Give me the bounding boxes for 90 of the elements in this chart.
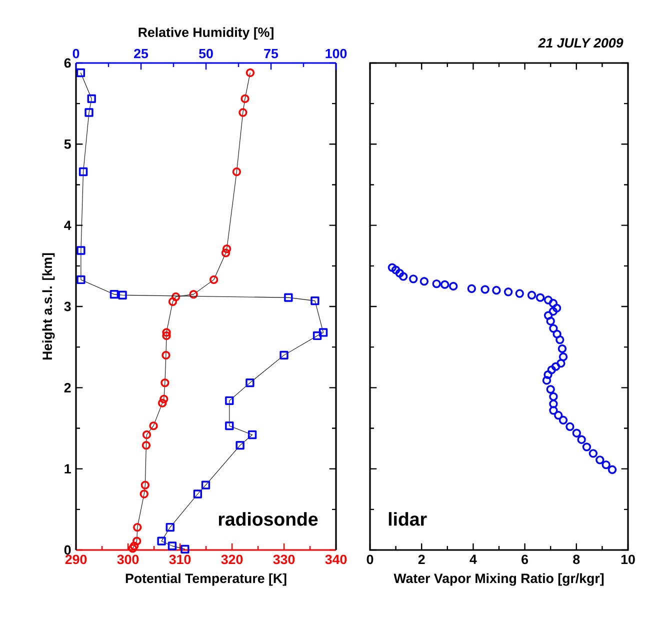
point (238, 108, 248, 117)
y-axis-title: Height a.s.l. [km] (42, 253, 55, 360)
x-tick-label: 300 (117, 554, 139, 564)
point (240, 94, 250, 104)
point (420, 277, 429, 286)
x2-tick-label: 25 (134, 48, 148, 58)
point (596, 456, 604, 464)
point (140, 480, 150, 490)
point (467, 284, 476, 293)
y-tick-label: 5 (64, 140, 71, 149)
point (536, 293, 545, 302)
point (246, 68, 255, 78)
point (160, 378, 170, 388)
point (558, 344, 567, 354)
y-tick-label: 1 (64, 464, 71, 474)
point (222, 244, 232, 254)
x2-tick-label: 0 (72, 48, 80, 58)
point (608, 465, 617, 474)
point (189, 290, 198, 299)
point (162, 328, 171, 337)
x-axis-title: Water Vapor Mixing Ratio [gr/kgr] (394, 573, 604, 586)
y-tick-label: 0 (64, 545, 71, 555)
point (546, 384, 555, 394)
y-tick-label: 3 (64, 302, 71, 312)
point (527, 290, 536, 300)
point (577, 435, 586, 444)
point (409, 274, 418, 284)
x-tick-label: 4 (470, 554, 477, 564)
x-tick-label: 330 (273, 554, 295, 564)
point (546, 316, 555, 326)
point (172, 292, 180, 302)
x-axis-title: Potential Temperature [K] (126, 573, 286, 586)
x-tick-label: 8 (573, 554, 580, 564)
point (558, 352, 568, 362)
point (149, 421, 158, 430)
x2-tick-label: 100 (326, 48, 347, 58)
point (504, 288, 513, 296)
point (602, 460, 610, 470)
x-tick-label: 0 (366, 554, 374, 564)
point (515, 289, 524, 298)
point (221, 248, 230, 258)
point (542, 376, 552, 385)
point (130, 542, 139, 550)
point (572, 428, 581, 438)
point (549, 324, 558, 333)
point (132, 536, 142, 546)
point (588, 449, 598, 458)
point (544, 296, 553, 304)
annotation: lidar (388, 512, 427, 526)
point (492, 286, 501, 295)
x-tick-label: 6 (522, 554, 528, 564)
x2-tick-label: 50 (199, 48, 213, 58)
point (133, 522, 142, 532)
point (140, 490, 148, 498)
point (232, 167, 242, 176)
y-tick-label: 4 (64, 220, 72, 230)
point (449, 282, 458, 291)
point (142, 440, 151, 450)
x2-axis-title: Relative Humidity [%] (138, 27, 274, 40)
y-tick-label: 6 (64, 58, 71, 68)
y-tick-label: 2 (64, 383, 71, 392)
annotation: radiosonde (218, 512, 318, 526)
point (162, 331, 171, 340)
point (566, 422, 574, 431)
point (142, 430, 152, 440)
x-tick-label: 290 (65, 554, 87, 564)
point (582, 442, 592, 452)
point (549, 400, 558, 408)
point (388, 263, 397, 272)
point (432, 279, 441, 288)
x-tick-label: 340 (325, 554, 347, 564)
point (209, 275, 218, 284)
point (398, 272, 408, 281)
point (168, 297, 178, 306)
point (556, 335, 564, 344)
x2-tick-label: 75 (264, 48, 278, 58)
x-tick-label: 2 (418, 554, 425, 564)
point (158, 398, 167, 408)
point (554, 410, 563, 420)
point (549, 392, 558, 401)
x-tick-label: 10 (621, 554, 635, 564)
point (162, 350, 170, 360)
point (128, 544, 138, 553)
point (160, 394, 168, 404)
chart-title: 21 JULY 2009 (538, 38, 624, 48)
x-tick-label: 310 (169, 554, 191, 564)
x-tick-label: 320 (221, 554, 243, 564)
point (558, 416, 568, 424)
point (440, 280, 450, 289)
point (480, 285, 490, 294)
